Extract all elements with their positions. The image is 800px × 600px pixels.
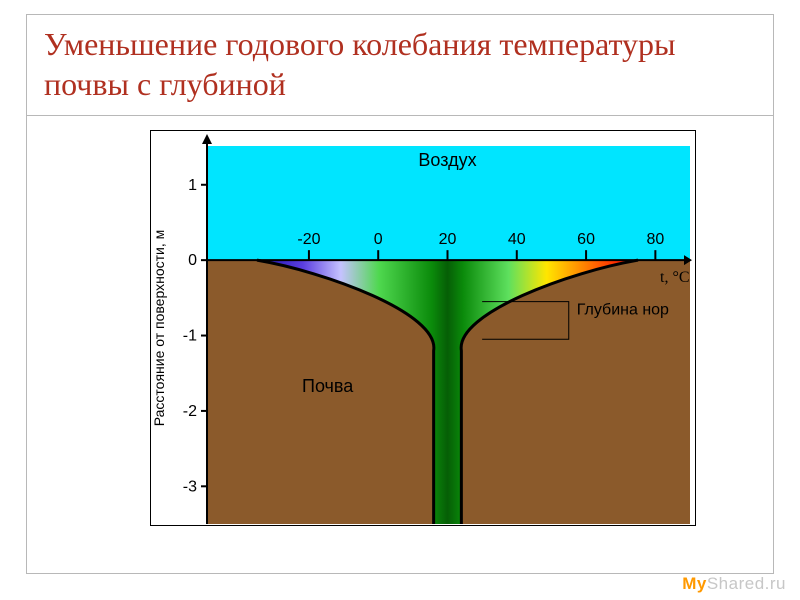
watermark-accent: My xyxy=(682,574,707,593)
svg-text:0: 0 xyxy=(374,231,383,248)
svg-text:t, °C: t, °C xyxy=(660,269,690,286)
watermark: MyShared.ru xyxy=(682,574,786,594)
svg-text:0: 0 xyxy=(188,252,197,269)
watermark-rest: Shared.ru xyxy=(707,574,786,593)
svg-text:1: 1 xyxy=(188,177,197,194)
svg-text:80: 80 xyxy=(646,231,664,248)
svg-text:60: 60 xyxy=(577,231,595,248)
slide-title: Уменьшение годового колебания температур… xyxy=(44,24,684,104)
title-rule xyxy=(26,115,774,116)
svg-text:40: 40 xyxy=(508,231,526,248)
svg-text:20: 20 xyxy=(439,231,457,248)
svg-text:Расстояние от поверхности, м: Расстояние от поверхности, м xyxy=(151,230,167,427)
soil-temperature-diagram: -20 0 20 40 60 80 t, °C 1 0 -1 -2 -3 Расстояние от п… xyxy=(150,130,696,526)
svg-text:Почва: Почва xyxy=(302,376,354,396)
svg-text:Воздух: Воздух xyxy=(418,150,476,170)
svg-text:-3: -3 xyxy=(183,478,197,495)
svg-text:Глубина нор: Глубина нор xyxy=(577,301,669,318)
svg-text:-2: -2 xyxy=(183,403,197,420)
svg-text:-1: -1 xyxy=(183,328,197,345)
svg-text:-20: -20 xyxy=(297,231,320,248)
